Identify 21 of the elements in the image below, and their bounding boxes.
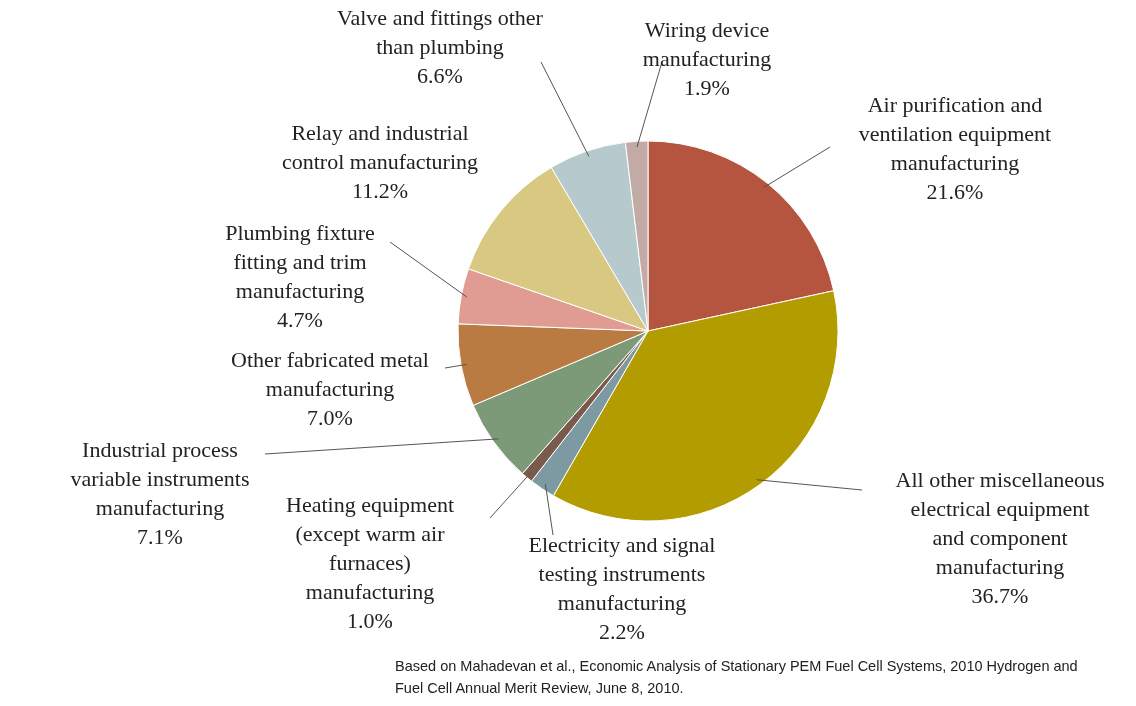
data-label: 7.0% <box>307 405 353 430</box>
slice-label: Relay and industrial control manufacturing <box>281 120 479 174</box>
data-label: 4.7% <box>277 307 323 332</box>
data-label: 6.6% <box>417 63 463 88</box>
slice-label: All other miscellaneous electrical equipment and component manufacturing <box>895 467 1105 579</box>
slice-label: Air purification and ventilation equipment manufacturing <box>858 92 1052 175</box>
slice-label: Electricity and signal testing instruments manufacturing <box>528 532 716 615</box>
slice-label: Heating equipment (except warm air furnaces) manufacturing <box>285 492 455 604</box>
slice-label: Valve and fittings other than plumbing <box>337 5 544 59</box>
slice-label: Wiring device manufacturing <box>642 17 772 71</box>
slice-label: Industrial process variable instruments manufacturing <box>70 437 250 520</box>
data-label: 36.7% <box>971 583 1029 608</box>
slice-label: Plumbing fixture fitting and trim manufacturing <box>225 220 375 303</box>
data-label: 1.0% <box>347 608 393 633</box>
data-label: 2.2% <box>599 619 645 644</box>
text: Based on Mahadevan et al., Economic Analysis of Stationary PEM Fuel Cell Systems, 2010 Hydrogen and Fuel Cell Annual Merit Review, June 8, 2010. <box>395 658 1078 696</box>
data-label: 1.9% <box>684 75 730 100</box>
slice-label: Other fabricated metal manufacturing <box>231 347 429 401</box>
data-label: 11.2% <box>351 178 409 203</box>
data-label: 21.6% <box>926 179 984 204</box>
data-label: 7.1% <box>137 524 183 549</box>
